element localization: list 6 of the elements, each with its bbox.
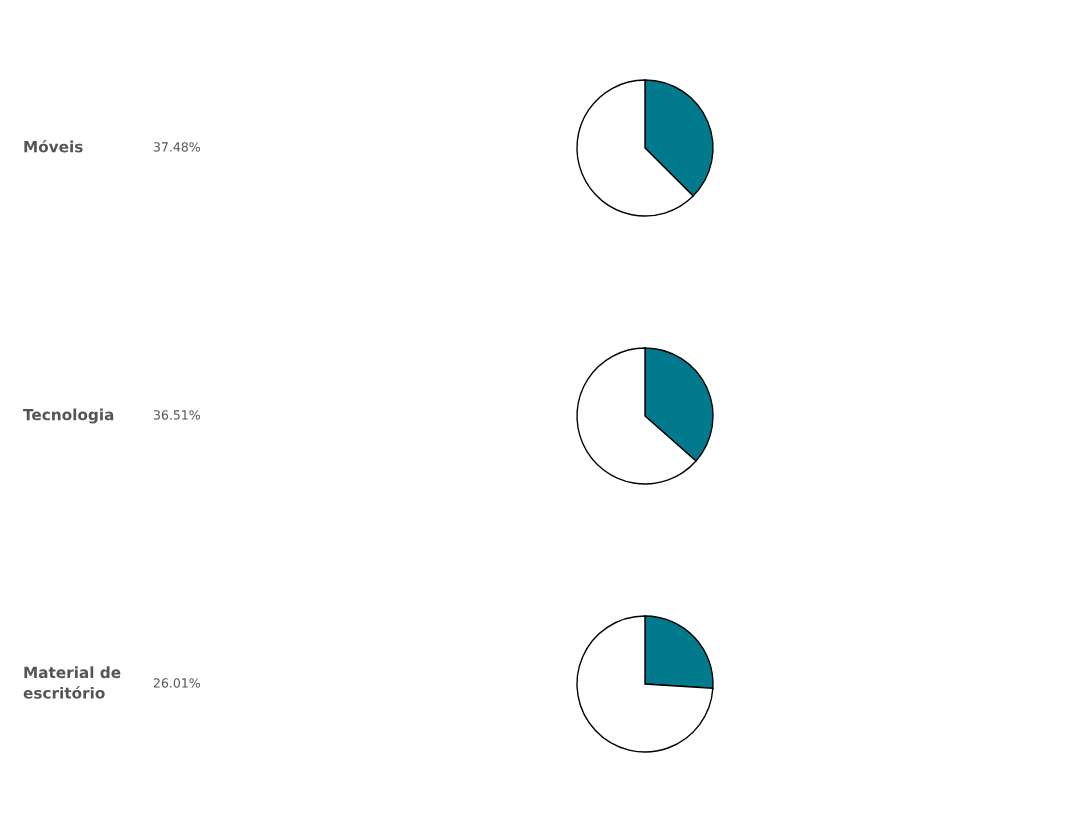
- text: 36.51%: [153, 410, 200, 420]
- text: Tecnologia: [23, 408, 114, 424]
- text: 26.01%: [153, 678, 200, 688]
- text: Material de escritório: [23, 666, 121, 699]
- text: Móveis: [24, 140, 83, 153]
- text: 37.48%: [153, 142, 200, 152]
